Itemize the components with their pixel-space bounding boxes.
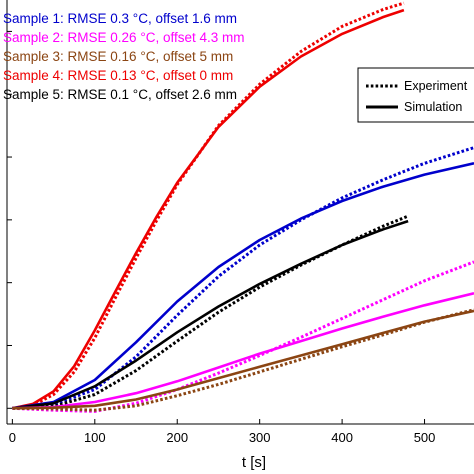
x-ticks: 0 100 200 300 400 500	[9, 419, 436, 445]
x-tick-label: 400	[331, 430, 353, 445]
axes	[6, 0, 474, 425]
sample-annotation-3: Sample 3: RMSE 0.16 °C, offset 5 mm	[3, 49, 233, 64]
series-line-9-solid	[12, 309, 474, 410]
series-group	[12, 1, 474, 413]
x-tick-label: 200	[166, 430, 188, 445]
x-tick-label: 500	[414, 430, 436, 445]
series-line-7-solid	[12, 292, 474, 410]
legend: Experiment Simulation	[357, 67, 474, 123]
x-tick-label: 100	[84, 430, 106, 445]
series-line-4-dotted	[12, 146, 474, 410]
sample-annotation-1: Sample 1: RMSE 0.3 °C, offset 1.6 mm	[3, 11, 237, 26]
y-ticks	[7, 30, 12, 409]
x-axis-label: t [s]	[242, 454, 266, 471]
series-line-1-solid	[12, 8, 405, 410]
series-line-6-dotted	[12, 214, 409, 410]
series-line-8-dotted	[12, 260, 474, 413]
annotations: Sample 1: RMSE 0.3 °C, offset 1.6 mm Samp…	[3, 11, 245, 102]
legend-box	[357, 67, 474, 123]
sample-annotation-2: Sample 2: RMSE 0.26 °C, offset 4.3 mm	[3, 30, 245, 45]
x-tick-label: 300	[249, 430, 271, 445]
legend-label-dotted: Experiment	[404, 79, 468, 93]
sample-annotation-5: Sample 5: RMSE 0.1 °C, offset 2.6 mm	[3, 87, 237, 102]
legend-label-solid: Simulation	[404, 100, 462, 114]
x-tick-label: 0	[9, 430, 16, 445]
series-line-3-solid	[12, 162, 474, 410]
series-line-2-dotted	[12, 1, 405, 410]
series-line-5-solid	[12, 219, 409, 410]
series-line-10-dotted	[12, 308, 474, 412]
sample-annotation-4: Sample 4: RMSE 0.13 °C, offset 0 mm	[3, 68, 233, 83]
